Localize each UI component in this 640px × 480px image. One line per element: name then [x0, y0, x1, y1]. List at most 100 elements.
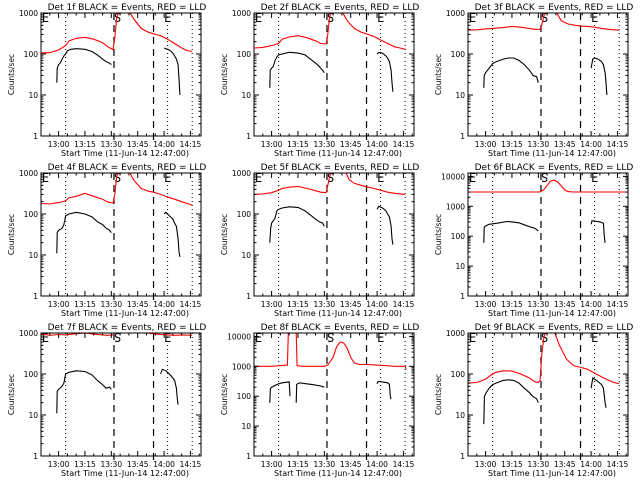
x-tick-label: 13:00 — [261, 300, 283, 309]
x-tick-label: 13:15 — [501, 460, 523, 469]
plot-frame — [253, 172, 415, 297]
y-tick-label: 1000 — [19, 9, 38, 18]
interval-marker-e: E — [469, 11, 476, 25]
y-tick-label: 10 — [28, 411, 38, 420]
y-tick-label: 1 — [246, 132, 251, 141]
y-tick-label: 10 — [455, 411, 465, 420]
events-series-line — [590, 220, 606, 243]
events-series-line — [295, 382, 325, 403]
y-tick-label: 1000 — [232, 9, 251, 18]
x-tick-label: 13:30 — [528, 140, 550, 149]
panel-title: Det 3f BLACK = Events, RED = LLD — [475, 3, 634, 13]
lld-series-line — [468, 333, 546, 384]
x-tick-label: 13:15 — [287, 300, 309, 309]
lld-series-line — [254, 13, 332, 49]
y-tick-label: 10000 — [441, 172, 465, 181]
x-axis-label: Start Time (11-Jun-14 12:47:00) — [61, 149, 189, 158]
plot-frame — [40, 12, 202, 137]
x-tick-label: 14:00 — [153, 300, 175, 309]
events-series-line — [483, 220, 539, 243]
plot-frame — [40, 172, 202, 297]
x-tick-label: 13:45 — [340, 460, 362, 469]
plot-frame — [253, 12, 415, 137]
y-tick-label: 100 — [237, 50, 252, 59]
x-tick-label: 13:15 — [501, 140, 523, 149]
y-tick-label: 10000 — [227, 332, 251, 341]
y-tick-label: 1000 — [446, 329, 465, 338]
panel-title: Det 7f BLACK = Events, RED = LLD — [48, 323, 207, 333]
x-tick-label: 14:15 — [393, 460, 415, 469]
y-tick-label: 10 — [455, 262, 465, 271]
y-tick-label: 1 — [246, 292, 251, 301]
y-tick-label: 1 — [460, 292, 465, 301]
x-tick-label: 13:30 — [314, 140, 336, 149]
x-tick-label: 13:45 — [554, 300, 576, 309]
y-axis-label: Counts/sec — [7, 214, 16, 255]
x-tick-label: 14:15 — [180, 460, 202, 469]
interval-marker-e: E — [42, 171, 49, 185]
x-tick-label: 13:00 — [261, 140, 283, 149]
x-tick-label: 13:00 — [261, 460, 283, 469]
events-series-line — [56, 370, 112, 414]
x-axis-label: Start Time (11-Jun-14 12:47:00) — [488, 469, 616, 478]
y-tick-label: 100 — [451, 370, 466, 379]
x-tick-label: 13:30 — [101, 300, 123, 309]
series-group — [468, 179, 628, 243]
x-axis-label: Start Time (11-Jun-14 12:47:00) — [61, 309, 189, 318]
events-series-line — [376, 205, 394, 245]
y-tick-label: 100 — [451, 232, 466, 241]
y-tick-label: 1 — [460, 452, 465, 461]
interval-marker-s: S — [541, 171, 548, 185]
x-axis-label: Start Time (11-Jun-14 12:47:00) — [488, 309, 616, 318]
x-axis-label: Start Time (11-Jun-14 12:47:00) — [61, 469, 189, 478]
x-tick-label: 14:00 — [153, 140, 175, 149]
y-tick-label: 10 — [241, 91, 251, 100]
x-tick-label: 13:00 — [475, 300, 497, 309]
panel-title: Det 6f BLACK = Events, RED = LLD — [475, 163, 634, 173]
x-tick-label: 13:45 — [127, 300, 149, 309]
x-tick-label: 14:00 — [366, 300, 388, 309]
y-axis-label: Counts/sec — [7, 54, 16, 95]
x-tick-label: 13:45 — [127, 140, 149, 149]
interval-marker-e: E — [164, 331, 171, 345]
x-tick-label: 13:00 — [48, 140, 70, 149]
series-group — [468, 333, 620, 425]
x-tick-label: 13:45 — [340, 300, 362, 309]
interval-marker-e: E — [164, 171, 171, 185]
lld-series-line — [468, 179, 628, 193]
x-tick-label: 14:15 — [607, 140, 629, 149]
lld-series-line — [345, 173, 406, 195]
panel-title: Det 2f BLACK = Events, RED = LLD — [261, 3, 420, 13]
lld-series-line — [41, 173, 119, 205]
lld-series-line — [468, 13, 546, 31]
y-tick-label: 1000 — [19, 329, 38, 338]
x-tick-label: 13:45 — [340, 140, 362, 149]
interval-marker-s: S — [327, 331, 334, 345]
series-group — [254, 173, 406, 245]
y-axis-label: Counts/sec — [434, 214, 443, 255]
y-axis-label: Counts/sec — [220, 214, 229, 255]
interval-marker-e: E — [377, 11, 384, 25]
lld-series-line — [342, 13, 406, 50]
x-tick-label: 13:00 — [475, 460, 497, 469]
plot-frame — [467, 332, 629, 457]
plot-frame — [467, 172, 629, 297]
x-tick-label: 14:15 — [607, 300, 629, 309]
y-tick-label: 1 — [33, 292, 38, 301]
interval-marker-e: E — [255, 171, 262, 185]
interval-marker-e: E — [42, 331, 49, 345]
x-tick-label: 13:30 — [528, 460, 550, 469]
y-tick-label: 1000 — [232, 362, 251, 371]
lld-series-line — [554, 333, 620, 385]
x-tick-label: 13:00 — [48, 300, 70, 309]
plot-frame — [467, 12, 629, 137]
y-axis-label: Counts/sec — [7, 374, 16, 415]
series-group — [41, 173, 193, 257]
lld-series-line — [41, 13, 119, 54]
y-tick-label: 100 — [24, 210, 39, 219]
y-axis-label: Counts/sec — [220, 374, 229, 415]
y-tick-label: 1 — [33, 452, 38, 461]
y-tick-label: 100 — [237, 210, 252, 219]
